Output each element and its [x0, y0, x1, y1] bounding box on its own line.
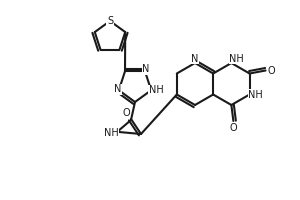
Text: O: O — [122, 108, 130, 118]
Text: N: N — [191, 54, 199, 64]
Text: N: N — [142, 64, 150, 74]
Text: NH: NH — [248, 90, 263, 99]
Text: NH: NH — [149, 85, 164, 95]
Text: O: O — [268, 66, 275, 75]
Text: NH: NH — [229, 54, 244, 64]
Text: S: S — [107, 16, 113, 26]
Text: N: N — [114, 84, 122, 94]
Text: NH: NH — [103, 128, 118, 138]
Text: O: O — [230, 123, 237, 133]
